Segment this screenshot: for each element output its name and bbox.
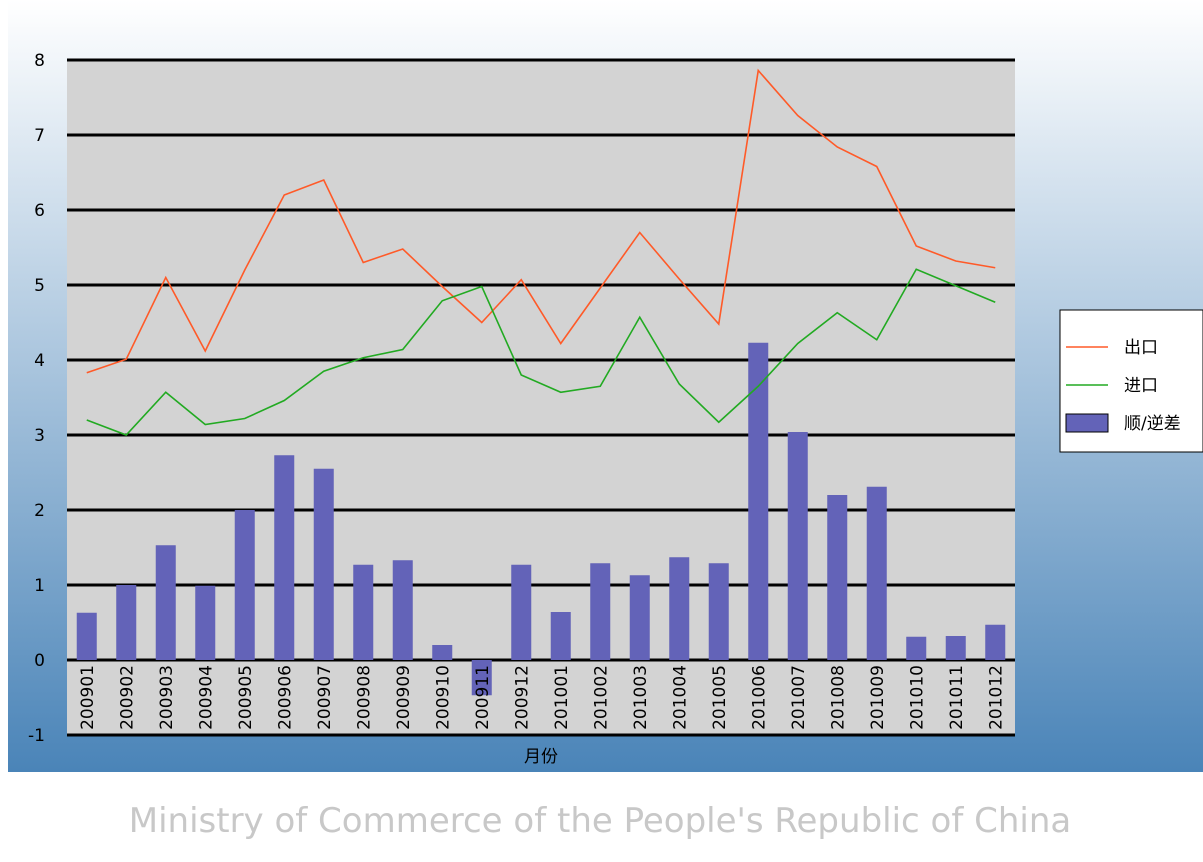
x-tick-label: 200901 xyxy=(78,665,98,730)
x-tick-label: 201003 xyxy=(631,665,651,730)
x-tick-label: 200911 xyxy=(473,665,493,730)
bar xyxy=(116,585,137,660)
x-tick-label: 201012 xyxy=(986,665,1006,730)
x-tick-label: 200912 xyxy=(512,665,532,730)
bar xyxy=(866,486,887,660)
y-tick-label: 2 xyxy=(34,501,45,521)
bar xyxy=(827,495,848,660)
bar xyxy=(629,575,650,660)
bar xyxy=(353,564,374,660)
bar xyxy=(76,612,97,660)
legend-swatch xyxy=(1065,413,1109,433)
y-tick-label: 4 xyxy=(34,351,45,371)
x-tick-label: 200908 xyxy=(354,665,374,730)
y-tick-label: 5 xyxy=(34,276,45,296)
plot-area xyxy=(67,60,1015,735)
x-tick-label: 200903 xyxy=(157,665,177,730)
x-tick-label: 200905 xyxy=(236,665,256,730)
bar xyxy=(432,645,453,660)
x-tick-label: 200909 xyxy=(394,665,414,730)
y-tick-label: 3 xyxy=(34,426,45,446)
bar xyxy=(945,636,966,660)
bar xyxy=(313,468,334,660)
y-tick-label: 0 xyxy=(34,651,45,671)
bar xyxy=(471,660,492,696)
x-axis-label: 月份 xyxy=(524,747,558,767)
x-tick-label: 200904 xyxy=(196,665,216,730)
bar xyxy=(669,557,690,660)
legend-label: 出口 xyxy=(1124,338,1158,358)
bar xyxy=(234,510,255,660)
bar xyxy=(274,455,295,660)
y-tick-label: -1 xyxy=(28,726,45,746)
y-tick-label: 6 xyxy=(34,201,45,221)
x-tick-label: 201010 xyxy=(907,665,927,730)
bar xyxy=(985,624,1006,660)
bar xyxy=(550,612,571,660)
bar xyxy=(708,563,729,660)
bar xyxy=(511,564,532,660)
bar xyxy=(787,432,808,660)
bar xyxy=(590,563,611,660)
legend-label: 顺/逆差 xyxy=(1124,414,1181,434)
y-tick-label: 8 xyxy=(34,51,45,71)
x-tick-label: 201009 xyxy=(868,665,888,730)
x-tick-label: 200910 xyxy=(433,665,453,730)
x-tick-label: 200907 xyxy=(315,665,335,730)
line xyxy=(86,68,996,374)
bar xyxy=(748,342,769,660)
bar xyxy=(195,585,216,660)
x-tick-label: 201011 xyxy=(947,665,967,730)
watermark: Ministry of Commerce of the People's Rep… xyxy=(129,801,1072,841)
x-tick-label: 200902 xyxy=(117,665,137,730)
bar xyxy=(906,636,927,660)
bar xyxy=(392,560,413,660)
bar xyxy=(155,545,176,660)
y-tick-label: 1 xyxy=(34,576,45,596)
x-tick-label: 201007 xyxy=(789,665,809,730)
y-tick-label: 7 xyxy=(34,126,45,146)
x-tick-label: 201005 xyxy=(710,665,730,730)
x-tick-label: 201004 xyxy=(670,665,690,730)
legend-label: 进口 xyxy=(1124,376,1158,396)
x-tick-label: 200906 xyxy=(275,665,295,730)
x-tick-label: 201006 xyxy=(749,665,769,730)
x-tick-label: 201001 xyxy=(552,665,572,730)
line xyxy=(86,268,996,436)
x-tick-label: 201008 xyxy=(828,665,848,730)
x-tick-label: 201002 xyxy=(591,665,611,730)
